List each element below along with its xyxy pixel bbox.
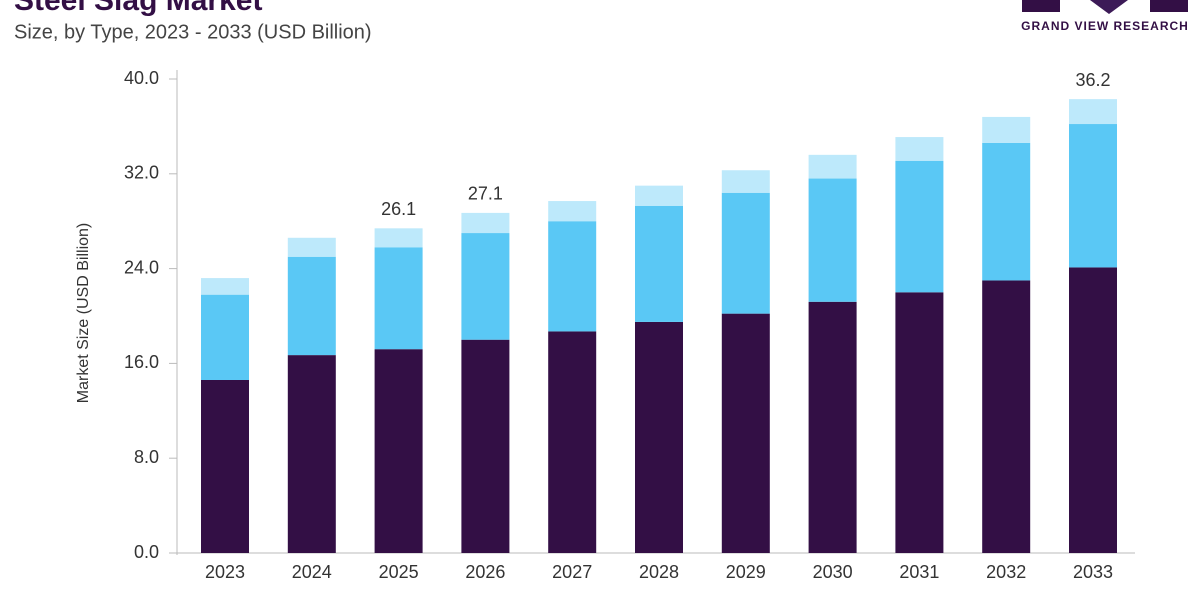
bar-segment <box>461 233 510 340</box>
chart-title: Steel Slag Market <box>14 0 262 17</box>
bar-segment <box>808 178 857 302</box>
bar-segment <box>808 154 857 179</box>
y-tick-label: 40.0 <box>124 68 159 88</box>
x-tick-label: 2025 <box>379 562 419 582</box>
bar-segment <box>461 339 510 553</box>
x-tick-label: 2024 <box>292 562 332 582</box>
bar-segment <box>982 280 1031 553</box>
bar-segment <box>635 321 683 553</box>
data-label: 27.1 <box>468 184 503 204</box>
bar-segment <box>1069 124 1117 268</box>
bar-segment <box>548 331 597 553</box>
bar-segment <box>721 192 770 314</box>
x-tick-label: 2028 <box>639 562 679 582</box>
bar-segment <box>461 212 510 234</box>
data-label: 36.2 <box>1075 70 1110 90</box>
bar-segment <box>721 170 770 193</box>
bar-segment <box>895 292 944 553</box>
bar-segment <box>201 278 249 295</box>
bar-segment <box>374 349 423 553</box>
x-tick-label: 2027 <box>552 562 592 582</box>
bar-segment <box>374 228 423 248</box>
bar-segment <box>287 237 336 257</box>
bar-segment <box>201 379 249 553</box>
bar-segment <box>1069 267 1117 553</box>
logo-shape <box>1090 0 1128 14</box>
y-tick-label: 32.0 <box>124 163 159 183</box>
chart-subtitle: Size, by Type, 2023 - 2033 (USD Billion) <box>14 21 372 43</box>
brand: GRAND VIEW RESEARCH <box>1021 19 1189 33</box>
x-tick-label: 2029 <box>726 562 766 582</box>
logo-shape <box>1150 0 1188 12</box>
y-axis-label: Market Size (USD Billion) <box>75 223 92 403</box>
bar-segment <box>287 355 336 553</box>
x-tick-label: 2030 <box>813 562 853 582</box>
bar-segment <box>548 201 597 222</box>
bar-segment <box>201 294 249 380</box>
logo-shape <box>1022 0 1060 12</box>
x-tick-label: 2023 <box>205 562 245 582</box>
x-tick-label: 2031 <box>899 562 939 582</box>
bar-segment <box>1069 99 1117 125</box>
bar-segment <box>548 221 597 332</box>
bar-segment <box>635 205 683 322</box>
bar-segment <box>895 137 944 161</box>
y-tick-label: 16.0 <box>124 352 159 372</box>
bar-segment <box>982 142 1031 281</box>
bar-segment <box>895 160 944 293</box>
x-tick-label: 2032 <box>986 562 1026 582</box>
bar-segment <box>635 185 683 206</box>
data-label: 26.1 <box>381 199 416 219</box>
bar-segment <box>982 116 1031 143</box>
bar-segment <box>808 301 857 553</box>
x-tick-label: 2026 <box>465 562 505 582</box>
y-tick-label: 0.0 <box>134 542 159 562</box>
x-tick-label: 2033 <box>1073 562 1113 582</box>
bar-segment <box>721 313 770 553</box>
y-tick-label: 8.0 <box>134 447 159 467</box>
bar-segment <box>374 247 423 350</box>
y-tick-label: 24.0 <box>124 257 159 277</box>
bar-segment <box>287 256 336 356</box>
